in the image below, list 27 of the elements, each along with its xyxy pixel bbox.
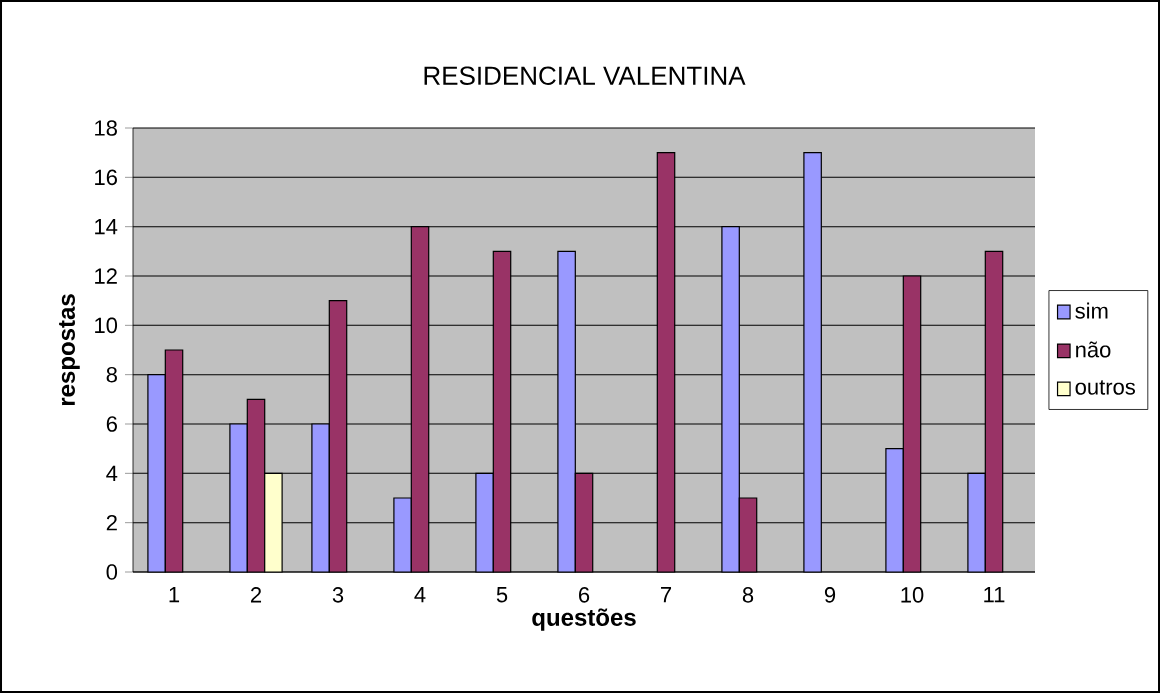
x-axis-title: questões bbox=[532, 608, 636, 631]
y-tick-label: 16 bbox=[95, 169, 117, 186]
x-tick-label: 11 bbox=[984, 587, 1005, 603]
x-tick-label: 2 bbox=[250, 587, 262, 603]
y-tick-label: 4 bbox=[106, 465, 118, 481]
x-tick-label: 1 bbox=[169, 587, 180, 603]
legend-label: sim bbox=[1075, 302, 1108, 319]
x-tick-label: 10 bbox=[901, 587, 924, 603]
x-tick-label: 6 bbox=[579, 587, 590, 603]
x-tick-label: 9 bbox=[824, 587, 836, 603]
y-tick-label: 0 bbox=[106, 564, 118, 580]
x-tick-label: 8 bbox=[742, 587, 754, 603]
y-axis-title: respostas bbox=[59, 294, 80, 406]
y-tick-label: 6 bbox=[106, 416, 117, 432]
y-tick-label: 2 bbox=[106, 515, 117, 531]
y-tick-label: 12 bbox=[95, 268, 117, 284]
legend-label: outros bbox=[1075, 380, 1135, 395]
legend-label: não bbox=[1076, 341, 1111, 358]
x-tick-label: 4 bbox=[414, 587, 426, 603]
y-tick-label: 8 bbox=[106, 366, 117, 383]
chart-title: RESIDENCIAL VALENTINA bbox=[424, 66, 746, 85]
x-tick-label: 3 bbox=[332, 587, 344, 603]
y-tick-label: 10 bbox=[95, 317, 118, 334]
y-tick-label: 14 bbox=[95, 219, 118, 235]
y-tick-label: 18 bbox=[95, 120, 117, 136]
x-tick-label: 7 bbox=[661, 587, 672, 603]
x-tick-label: 5 bbox=[496, 587, 508, 603]
